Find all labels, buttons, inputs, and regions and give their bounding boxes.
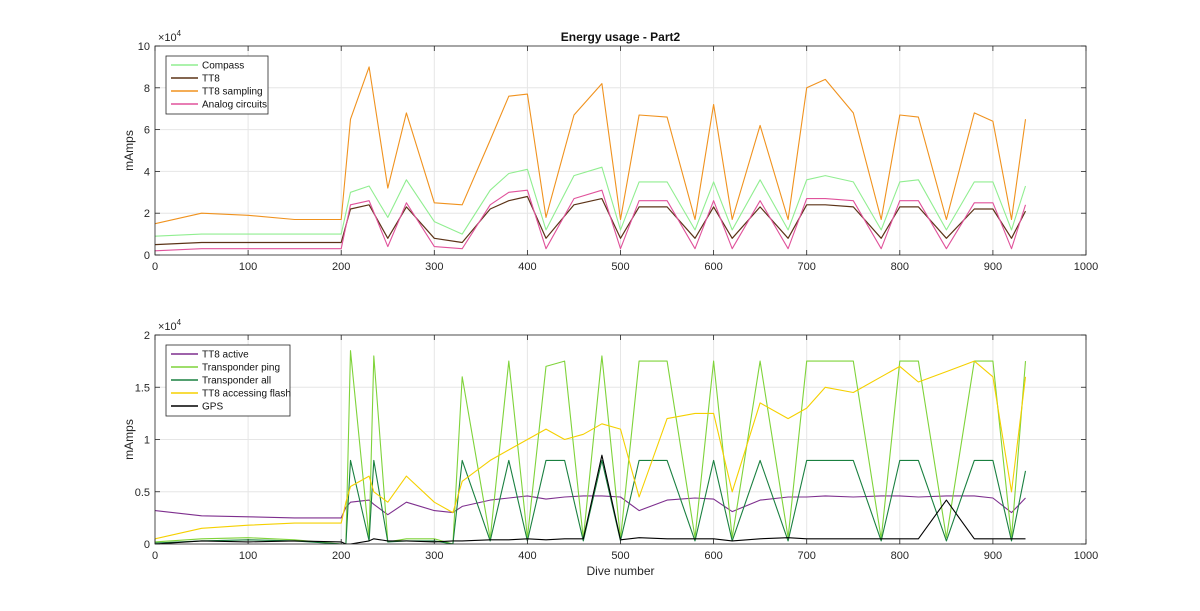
legend-label: Compass <box>202 61 244 72</box>
x-tick-label: 600 <box>704 550 722 562</box>
y-axis-label: mAmps <box>122 130 136 171</box>
x-tick-label: 400 <box>518 550 536 562</box>
series-line-analog-circuits <box>155 189 1027 252</box>
y-tick-label: 1 <box>144 435 150 447</box>
y-axis-label: mAmps <box>122 419 136 460</box>
x-tick-label: 0 <box>152 550 158 562</box>
x-tick-label: 300 <box>425 261 443 273</box>
x-tick-label: 100 <box>239 261 257 273</box>
legend-label: Transponder ping <box>202 363 280 374</box>
x-axis-label: Dive number <box>586 564 654 578</box>
x-tick-label: 200 <box>332 261 350 273</box>
y-exponent-power: 4 <box>177 29 182 38</box>
x-tick-label: 400 <box>518 261 536 273</box>
legend-label: GPS <box>202 402 223 413</box>
chart-title: Energy usage - Part2 <box>561 30 681 44</box>
legend: Compass TT8 TT8 sampling Analog circuits <box>165 55 269 115</box>
y-tick-label: 6 <box>144 125 150 137</box>
y-tick-label: 0 <box>144 250 150 262</box>
x-tick-label: 1000 <box>1074 261 1098 273</box>
series-group <box>155 350 1027 544</box>
series-line-transponder-all <box>155 459 1027 544</box>
y-tick-label: 2 <box>144 330 150 342</box>
x-tick-label: 800 <box>891 261 909 273</box>
y-exponent-power: 4 <box>177 318 182 327</box>
x-tick-label: 900 <box>984 261 1002 273</box>
legend-label: TT8 sampling <box>202 87 263 98</box>
x-tick-label: 200 <box>332 550 350 562</box>
y-exponent-label: ×104 <box>158 318 182 333</box>
x-tick-label: 900 <box>984 550 1002 562</box>
series-line-tt8-sampling <box>155 66 1027 225</box>
y-tick-label: 0.5 <box>135 487 150 499</box>
x-tick-label: 500 <box>611 550 629 562</box>
chart-panel-1: 0 100 200 300 400 500 600 700 800 900 1000 0 2 4 6 8 10 ×… <box>122 29 1098 273</box>
y-tick-label: 0 <box>144 539 150 551</box>
series-line-transponder-ping <box>155 350 1027 544</box>
x-tick-label: 700 <box>798 550 816 562</box>
x-tick-label: 300 <box>425 550 443 562</box>
y-tick-label: 1.5 <box>135 382 150 394</box>
legend-label: Analog circuits <box>202 100 267 111</box>
y-tick-label: 8 <box>144 83 150 95</box>
legend-label: TT8 <box>202 74 220 85</box>
legend: TT8 active Transponder ping Transponder al… <box>165 344 291 417</box>
chart-panel-2: 0 100 200 300 400 500 600 700 800 900 1000 0 0.5 1 1.5… <box>122 318 1098 578</box>
y-tick-label: 2 <box>144 208 150 220</box>
y-exponent-label: ×104 <box>158 29 182 44</box>
x-tick-label: 0 <box>152 261 158 273</box>
x-tick-label: 100 <box>239 550 257 562</box>
y-tick-label: 4 <box>144 166 150 178</box>
legend-label: Transponder all <box>202 376 271 387</box>
legend-label: TT8 accessing flash <box>202 389 291 400</box>
x-tick-label: 600 <box>704 261 722 273</box>
series-line-tt8-accessing-flash <box>155 360 1027 540</box>
series-line-tt8 <box>155 195 1027 246</box>
series-group <box>155 66 1027 252</box>
x-tick-label: 700 <box>798 261 816 273</box>
y-tick-label: 10 <box>138 41 150 53</box>
x-tick-label: 500 <box>611 261 629 273</box>
x-tick-label: 1000 <box>1074 550 1098 562</box>
x-tick-label: 800 <box>891 550 909 562</box>
legend-label: TT8 active <box>202 350 249 361</box>
series-line-compass <box>155 166 1027 237</box>
series-line-gps <box>155 454 1026 544</box>
